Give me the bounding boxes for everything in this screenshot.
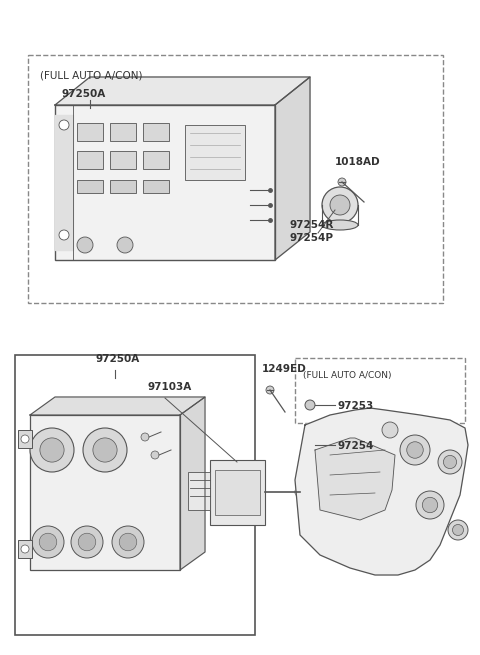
Circle shape	[59, 120, 69, 130]
Bar	[77, 151, 103, 169]
Bar	[77, 123, 103, 141]
Polygon shape	[55, 105, 275, 260]
Text: (FULL AUTO A/CON): (FULL AUTO A/CON)	[303, 371, 392, 380]
Circle shape	[400, 435, 430, 465]
Circle shape	[330, 195, 350, 215]
Text: 97254R: 97254R	[290, 220, 335, 230]
Circle shape	[448, 520, 468, 540]
Text: 97250A: 97250A	[62, 89, 106, 99]
Circle shape	[305, 400, 315, 410]
Text: 97103A: 97103A	[148, 382, 192, 392]
Bar	[30, 415, 180, 570]
Circle shape	[32, 526, 64, 558]
Polygon shape	[55, 115, 73, 250]
Circle shape	[322, 187, 358, 223]
Circle shape	[422, 497, 438, 513]
Polygon shape	[275, 77, 310, 260]
Circle shape	[438, 450, 462, 474]
Bar	[77, 180, 103, 193]
Circle shape	[338, 178, 346, 186]
Bar	[215, 470, 260, 515]
Circle shape	[78, 533, 96, 551]
Circle shape	[112, 526, 144, 558]
Text: 97253: 97253	[338, 401, 374, 411]
Bar	[143, 123, 169, 141]
Circle shape	[151, 451, 159, 459]
FancyBboxPatch shape	[18, 540, 32, 558]
Bar	[143, 180, 169, 193]
Circle shape	[453, 525, 464, 536]
Circle shape	[407, 441, 423, 458]
Circle shape	[444, 455, 456, 468]
Bar	[110, 151, 136, 169]
Bar	[188, 472, 210, 510]
Polygon shape	[30, 415, 180, 570]
Circle shape	[21, 435, 29, 443]
Circle shape	[77, 237, 93, 253]
Text: 97254P: 97254P	[290, 233, 334, 243]
Circle shape	[141, 433, 149, 441]
Circle shape	[40, 438, 64, 462]
Bar	[110, 123, 136, 141]
FancyBboxPatch shape	[18, 430, 32, 448]
Polygon shape	[295, 408, 468, 575]
Bar	[110, 180, 136, 193]
Circle shape	[83, 428, 127, 472]
Circle shape	[416, 491, 444, 519]
Text: 97250A: 97250A	[95, 354, 139, 364]
Circle shape	[59, 230, 69, 240]
Text: (FULL AUTO A/CON): (FULL AUTO A/CON)	[40, 70, 143, 80]
Ellipse shape	[322, 220, 358, 230]
Bar	[143, 151, 169, 169]
Polygon shape	[30, 397, 205, 415]
Text: 1249ED: 1249ED	[262, 364, 307, 374]
Bar	[295, 358, 465, 423]
Circle shape	[93, 438, 117, 462]
Circle shape	[382, 422, 398, 438]
Circle shape	[305, 440, 315, 450]
Circle shape	[266, 386, 274, 394]
Circle shape	[39, 533, 57, 551]
Polygon shape	[55, 77, 310, 105]
Bar	[55, 105, 275, 260]
Circle shape	[295, 487, 305, 497]
Polygon shape	[180, 397, 205, 570]
Circle shape	[30, 428, 74, 472]
Bar	[210, 460, 265, 525]
Bar	[185, 125, 245, 180]
Circle shape	[21, 545, 29, 553]
Circle shape	[119, 533, 137, 551]
Text: 1018AD: 1018AD	[335, 157, 381, 167]
Polygon shape	[315, 438, 395, 520]
Text: 97254: 97254	[338, 441, 374, 451]
Bar	[28, 55, 443, 303]
Circle shape	[71, 526, 103, 558]
Bar	[15, 355, 255, 635]
Circle shape	[117, 237, 133, 253]
